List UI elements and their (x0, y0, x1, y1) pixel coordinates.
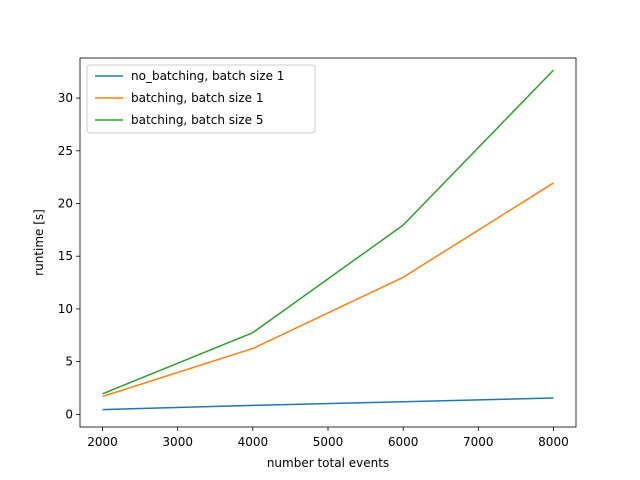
x-axis-ticks: 2000 3000 4000 5000 6000 7000 8000 (87, 427, 569, 449)
x-tick-label: 6000 (388, 435, 419, 449)
series-line-2 (102, 182, 554, 398)
legend-label: batching, batch size 1 (131, 91, 263, 105)
x-tick-label: 2000 (87, 435, 118, 449)
series-line-1 (102, 397, 554, 411)
x-tick-label: 5000 (313, 435, 344, 449)
series-layer (102, 69, 554, 411)
y-tick-label: 10 (58, 302, 73, 316)
y-tick-label: 15 (58, 249, 73, 263)
series-line-3 (102, 69, 554, 395)
legend-label: no_batching, batch size 1 (131, 69, 284, 83)
y-tick-label: 20 (58, 196, 73, 210)
y-axis-label: runtime [s] (32, 209, 46, 276)
y-tick-label: 0 (65, 407, 73, 421)
y-tick-label: 30 (58, 91, 73, 105)
x-axis-label: number total events (267, 456, 389, 470)
legend-label: batching, batch size 5 (131, 113, 263, 127)
x-tick-label: 4000 (238, 435, 269, 449)
y-axis-ticks: 0 5 10 15 20 25 30 (58, 91, 80, 421)
x-tick-label: 7000 (463, 435, 494, 449)
y-tick-label: 5 (65, 355, 73, 369)
x-tick-label: 3000 (162, 435, 193, 449)
legend: no_batching, batch size 1 batching, batch… (86, 64, 316, 134)
legend-box (86, 64, 316, 134)
x-tick-label: 8000 (538, 435, 569, 449)
y-tick-label: 25 (58, 144, 73, 158)
